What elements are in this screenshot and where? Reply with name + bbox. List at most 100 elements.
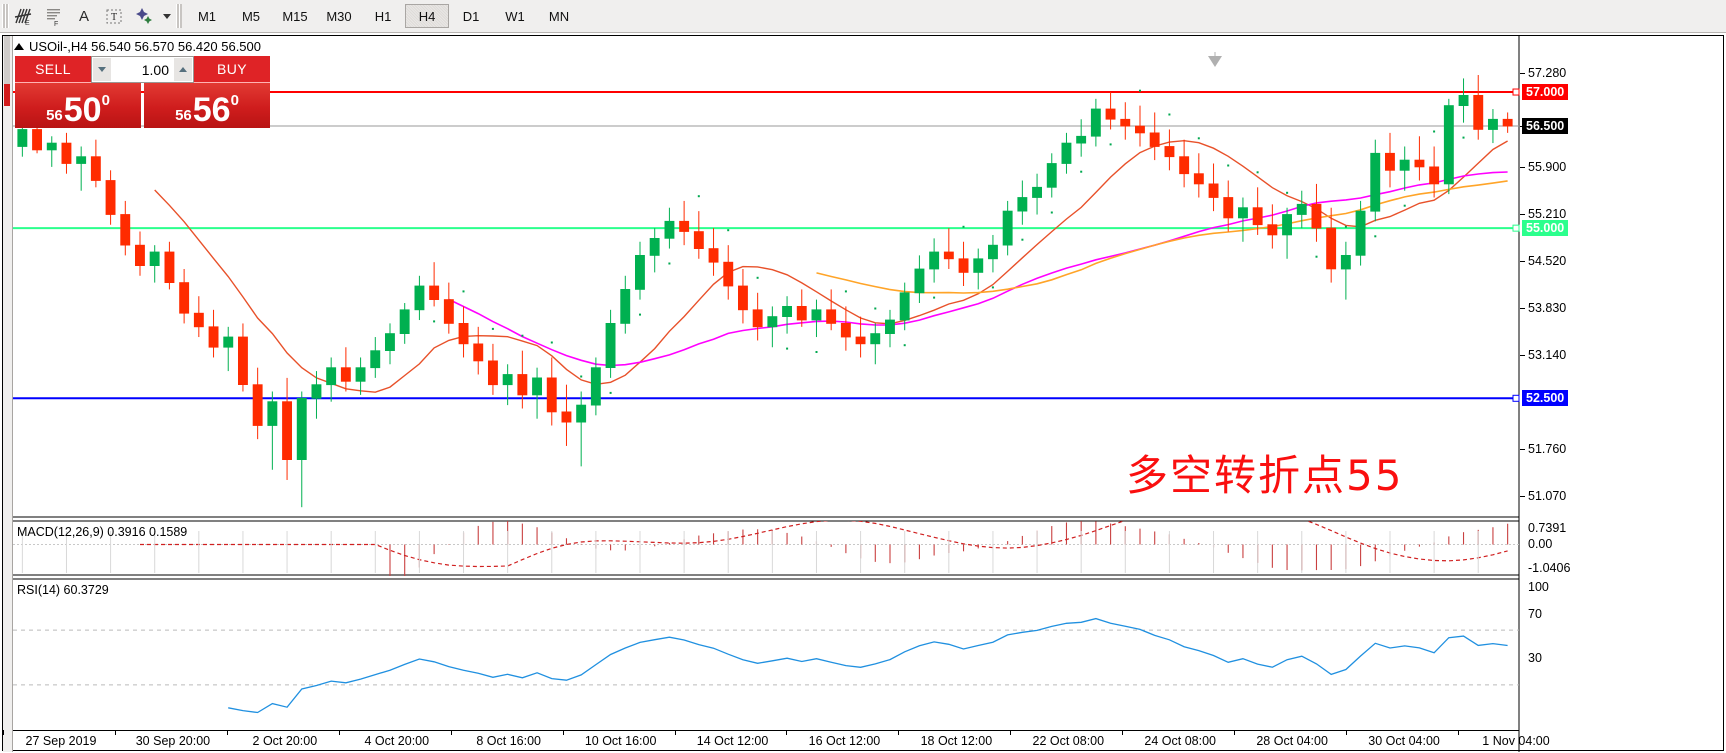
one-click-trade-panel[interactable]: SELL 1.00 BUY 56 50 — [15, 56, 270, 128]
chart-vertical-scrollbar[interactable] — [3, 36, 13, 752]
symbol-ohlc-text: USOil-,H4 56.540 56.570 56.420 56.500 — [29, 38, 262, 54]
scrollbar-thumb[interactable] — [4, 36, 10, 106]
macd-indicator — [13, 521, 1519, 576]
time-gridlines — [21, 531, 1479, 573]
timeframe-m5[interactable]: M5 — [241, 8, 261, 24]
price-tick — [1520, 213, 1525, 215]
time-axis-label: 30 Sep 20:00 — [135, 734, 211, 748]
sell-button[interactable]: SELL — [15, 56, 91, 83]
chart-container: USOil-,H4 56.540 56.570 56.420 56.500 — [0, 33, 1726, 753]
macd-label: MACD(12,26,9) 0.3916 0.1589 — [17, 525, 188, 539]
collapse-triangle-icon[interactable] — [14, 42, 24, 50]
indicators-icon[interactable]: E — [9, 3, 39, 29]
volume-decrease-button[interactable] — [92, 57, 112, 82]
time-axis-label: 4 Oct 20:00 — [364, 734, 430, 748]
price-tick — [1520, 307, 1525, 309]
price-chart-canvas[interactable] — [3, 36, 1725, 752]
time-axis-label: 10 Oct 16:00 — [584, 734, 657, 748]
buy-price-quote[interactable]: 56 56 0 — [144, 83, 270, 128]
templates-icon[interactable]: F — [39, 3, 69, 29]
sell-price-integer: 56 — [46, 107, 63, 124]
sell-price-pips: 50 — [63, 91, 102, 128]
price-tick-label: 51.760 — [1528, 441, 1567, 456]
svg-text:T: T — [111, 12, 117, 23]
time-axis-label: 24 Oct 08:00 — [1144, 734, 1217, 748]
time-axis-tick — [226, 730, 228, 735]
volume-increase-button[interactable] — [173, 57, 193, 82]
pivot-level-label[interactable]: 55.000 — [1522, 220, 1569, 237]
text-label-icon[interactable]: T — [99, 3, 129, 29]
sell-price-quote[interactable]: 56 50 0 — [15, 83, 141, 128]
text-tool-icon[interactable]: A — [78, 7, 89, 25]
toolbar-separator[interactable] — [176, 4, 182, 28]
time-axis-tick — [1234, 730, 1236, 735]
time-axis-tick — [450, 730, 452, 735]
price-tick — [1520, 495, 1525, 497]
timeframe-m30[interactable]: M30 — [326, 8, 352, 24]
timeframe-h1[interactable]: H1 — [374, 8, 392, 24]
crosshair-marker — [142, 52, 1222, 107]
rsi-label: RSI(14) 60.3729 — [17, 583, 109, 597]
timeframe-m15[interactable]: M15 — [282, 8, 308, 24]
time-axis-tick — [898, 730, 900, 735]
timeframe-h4[interactable]: H4 — [405, 4, 449, 28]
time-axis-label: 14 Oct 12:00 — [696, 734, 769, 748]
price-tick-label: 55.210 — [1528, 206, 1567, 221]
symbol-ohlc-bar: USOil-,H4 56.540 56.570 56.420 56.500 — [14, 38, 261, 54]
time-axis-tick — [674, 730, 676, 735]
main-toolbar: E F A T — [0, 0, 1726, 33]
chevron-up-icon — [179, 67, 187, 72]
time-axis-tick — [562, 730, 564, 735]
volume-input[interactable]: 1.00 — [112, 57, 173, 82]
price-tick — [1520, 166, 1525, 168]
timeframe-mn[interactable]: MN — [548, 8, 570, 24]
time-axis-tick — [1458, 730, 1459, 735]
chart-frame: USOil-,H4 56.540 56.570 56.420 56.500 — [2, 35, 1725, 753]
macd-axis-label: 0.7391 — [1528, 521, 1567, 535]
volume-stepper[interactable]: 1.00 — [91, 56, 194, 83]
time-axis-label: 30 Oct 04:00 — [1368, 734, 1440, 748]
price-tick — [1520, 448, 1525, 450]
time-axis-label: 28 Oct 04:00 — [1256, 734, 1328, 748]
current-price-label[interactable]: 56.500 — [1522, 118, 1569, 135]
time-axis-label: 18 Oct 12:00 — [920, 734, 993, 748]
resistance-level-label[interactable]: 57.000 — [1522, 84, 1569, 101]
time-axis-tick — [338, 730, 340, 735]
buy-price-integer: 56 — [175, 107, 192, 124]
trade-panel-prices: 56 50 0 56 56 0 — [15, 83, 270, 128]
parabolic-sar-dots — [433, 89, 1465, 394]
rsi-axis-label: 70 — [1528, 607, 1542, 621]
time-axis-label: 1 Nov 04:00 — [1482, 734, 1550, 748]
time-axis-tick — [1010, 730, 1012, 735]
time-axis-tick — [1122, 730, 1124, 735]
time-axis-tick — [1346, 730, 1348, 735]
objects-icon[interactable] — [129, 3, 159, 29]
rsi-axis-label: 100 — [1528, 580, 1549, 594]
price-tick — [1520, 354, 1525, 356]
time-axis-tick — [786, 730, 788, 735]
price-tick-label: 55.900 — [1528, 159, 1567, 174]
support-level-label[interactable]: 52.500 — [1522, 390, 1569, 407]
buy-button[interactable]: BUY — [194, 56, 270, 83]
price-tick — [1520, 260, 1525, 262]
timeframe-w1[interactable]: W1 — [505, 8, 525, 24]
time-axis-tick — [3, 730, 4, 735]
buy-price-pips: 56 — [192, 91, 231, 128]
svg-text:F: F — [54, 21, 58, 27]
price-tick-label: 51.070 — [1528, 488, 1567, 503]
time-axis[interactable]: 27 Sep 2019 30 Sep 20:00 2 Oct 20:00 4 Oct … — [3, 730, 1550, 753]
price-tick-label: 53.140 — [1528, 347, 1567, 362]
price-tick-label: 57.280 — [1528, 65, 1567, 80]
time-axis-label: 16 Oct 12:00 — [808, 734, 881, 748]
price-tick — [1520, 72, 1525, 74]
chart-annotation-text[interactable]: 多空转折点55 — [1126, 451, 1404, 500]
timeframe-d1[interactable]: D1 — [462, 8, 480, 24]
trade-panel-header: SELL 1.00 BUY — [15, 56, 270, 83]
chevron-down-icon — [162, 13, 171, 19]
scrollbar-position-marker — [4, 84, 10, 106]
objects-dropdown-icon[interactable] — [159, 3, 173, 29]
timeframe-m1[interactable]: M1 — [197, 8, 217, 24]
toolbar-grip[interactable] — [2, 4, 9, 28]
time-axis-tick — [114, 730, 116, 735]
